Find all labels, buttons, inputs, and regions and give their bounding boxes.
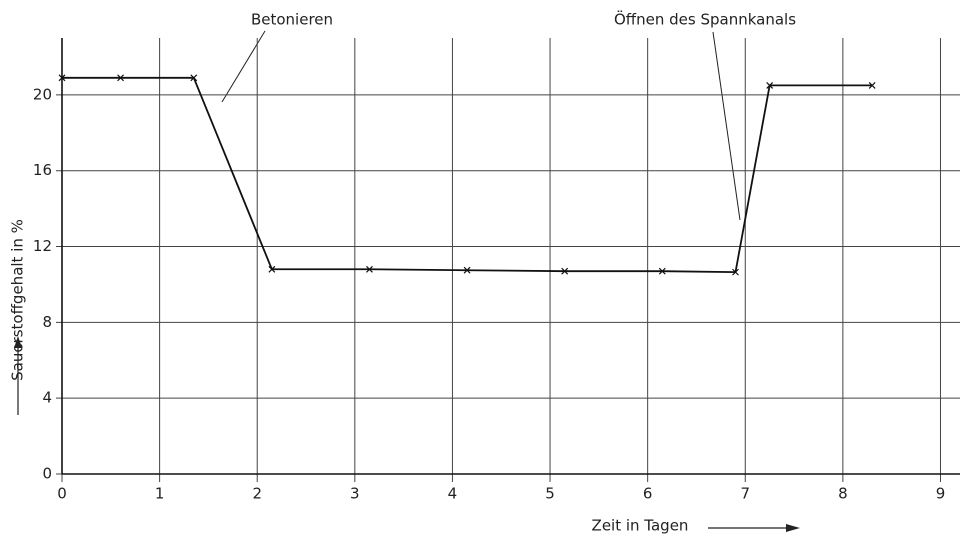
data-marker bbox=[766, 81, 774, 89]
x-tick-label: 4 bbox=[448, 485, 458, 503]
data-marker bbox=[658, 267, 666, 275]
y-axis-label: Sauerstoffgehalt in % bbox=[9, 219, 27, 381]
x-tick-label: 5 bbox=[545, 485, 555, 503]
y-arrow-head bbox=[14, 336, 22, 348]
x-tick-label: 9 bbox=[936, 485, 946, 503]
data-marker bbox=[732, 268, 739, 276]
data-marker bbox=[58, 74, 66, 82]
x-tick-label: 3 bbox=[350, 485, 360, 503]
leader-line bbox=[221, 30, 266, 103]
data-marker bbox=[366, 265, 373, 273]
annotation: Betonieren bbox=[251, 11, 333, 29]
annotation: Öffnen des Spannkanals bbox=[614, 10, 796, 29]
data-marker bbox=[268, 265, 276, 273]
y-tick-label: 16 bbox=[33, 161, 52, 179]
x-tick-label: 8 bbox=[838, 485, 848, 503]
y-tick-label: 8 bbox=[42, 313, 52, 331]
leader-line bbox=[712, 31, 741, 221]
data-marker bbox=[190, 74, 198, 82]
y-tick-label: 0 bbox=[42, 465, 52, 483]
x-arrow-head bbox=[786, 524, 800, 532]
data-marker bbox=[561, 267, 569, 275]
y-tick-label: 20 bbox=[33, 85, 52, 103]
x-tick-label: 7 bbox=[740, 485, 750, 503]
data-marker bbox=[868, 81, 876, 89]
x-axis-label: Zeit in Tagen bbox=[592, 517, 689, 535]
x-tick-label: 1 bbox=[155, 485, 165, 503]
x-tick-label: 0 bbox=[57, 485, 67, 503]
y-tick-label: 4 bbox=[42, 389, 52, 407]
y-tick-label: 12 bbox=[33, 237, 52, 255]
x-tick-label: 2 bbox=[252, 485, 262, 503]
data-marker bbox=[463, 266, 471, 274]
data-marker bbox=[117, 74, 124, 82]
data-line bbox=[62, 76, 873, 274]
x-tick-label: 6 bbox=[643, 485, 653, 503]
